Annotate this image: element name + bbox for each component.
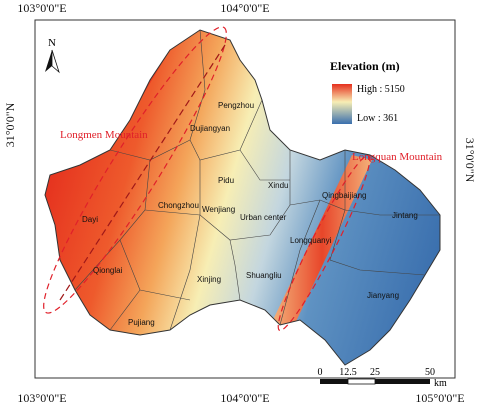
longquan-ellipse <box>277 154 371 332</box>
arrow-half <box>51 49 60 74</box>
district-label: Longquanyi <box>290 236 332 245</box>
district-label: Qionglai <box>93 266 123 275</box>
scale-label: 50 <box>425 367 435 378</box>
legend-high: High : 5150 <box>357 84 405 95</box>
district-label: Xindu <box>268 181 288 190</box>
scale-segment <box>375 379 430 384</box>
city-outline <box>44 29 441 366</box>
district-label: Chongzhou <box>158 201 199 210</box>
district-label: Jintang <box>392 211 418 220</box>
boundary <box>144 209 201 216</box>
annotation: Longmen Mountain <box>60 129 148 141</box>
district-label: Urban center <box>240 213 287 222</box>
coord-label: 105°0'0"E <box>415 391 464 405</box>
scale-label: 12.5 <box>339 367 357 378</box>
coord-label: 31°0'0"N <box>463 138 477 183</box>
elevation-fill <box>45 30 440 365</box>
coord-label: 104°0'0"E <box>220 1 269 15</box>
longquan-band <box>272 155 372 330</box>
district-label: Pengzhou <box>218 101 254 110</box>
arrow-half <box>45 50 52 72</box>
longmen-ellipse <box>43 26 227 314</box>
longmen-axis <box>59 44 226 301</box>
district-label: Qingbaijiang <box>322 191 366 200</box>
district-label: Pujiang <box>128 318 155 327</box>
district-label: Wenjiang <box>202 205 235 214</box>
legend-low: Low : 361 <box>357 113 398 124</box>
boundary <box>329 209 426 276</box>
boundary <box>199 150 291 241</box>
annotation: Longquan Mountain <box>352 151 443 163</box>
scale-segment <box>320 379 348 384</box>
boundary <box>239 149 290 181</box>
legend-ramp <box>332 84 352 124</box>
coord-label: 104°0'0"E <box>220 391 269 405</box>
district-label: Pidu <box>218 176 234 185</box>
coord-label: 103°0'0"E <box>17 391 66 405</box>
district-label: Jianyang <box>367 291 399 300</box>
boundary <box>74 159 151 291</box>
elevation-raster <box>45 30 440 365</box>
scale-unit: km <box>434 378 447 389</box>
legend-title: Elevation (m) <box>330 59 400 73</box>
scale-label: 0 <box>318 367 323 378</box>
coord-label: 103°0'0"E <box>17 1 66 15</box>
boundary <box>229 239 241 301</box>
district-label: Xinjing <box>197 275 221 284</box>
district-label: Dayi <box>82 215 98 224</box>
north-label: N <box>48 37 56 49</box>
boundary <box>169 214 201 331</box>
district-labels: Pengzhou Dujiangyan Pidu Xindu Qingbaiji… <box>82 101 418 327</box>
boundary <box>279 199 321 326</box>
district-label: Dujiangyan <box>190 124 230 133</box>
boundary <box>289 150 346 211</box>
boundary <box>189 29 263 161</box>
north-arrow: N <box>45 37 60 74</box>
coord-label: 31°0'0"N <box>3 102 17 147</box>
scale-bar: 0 12.5 25 50 km <box>318 367 448 389</box>
scale-label: 25 <box>370 367 380 378</box>
scale-segment <box>347 378 376 385</box>
district-label: Shuangliu <box>246 271 282 280</box>
map-frame <box>34 19 456 379</box>
boundary <box>139 289 191 301</box>
boundary <box>344 209 440 216</box>
